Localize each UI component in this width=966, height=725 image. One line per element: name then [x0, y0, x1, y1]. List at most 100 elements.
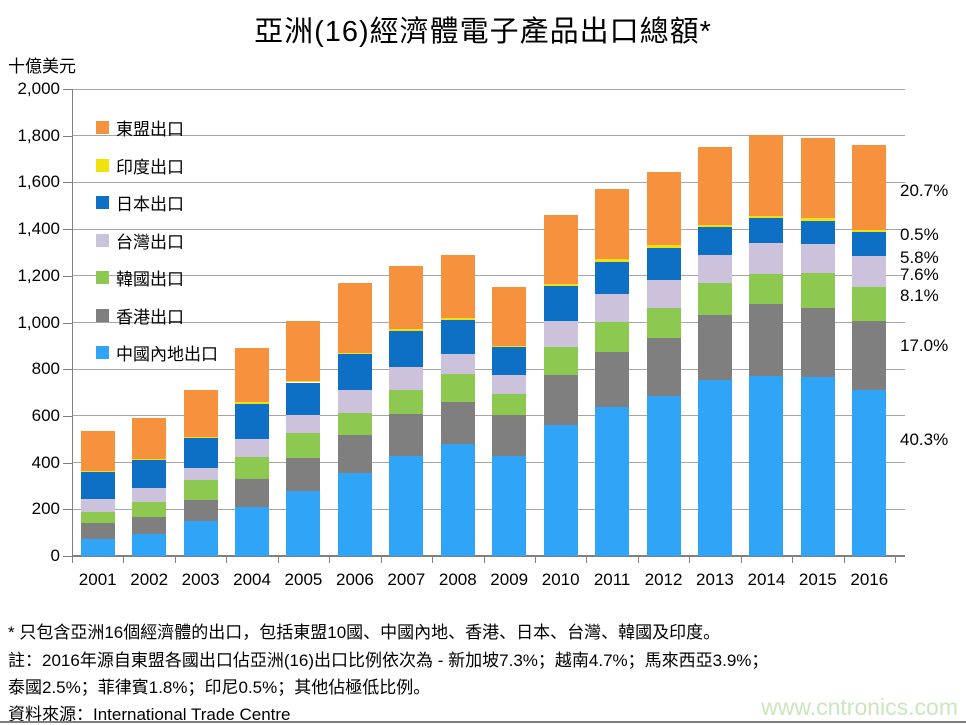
bar-segment-2009-中國內地出口: [492, 455, 527, 556]
bar-segment-2010-韓國出口: [543, 347, 578, 376]
bar-segment-2009-日本出口: [492, 347, 527, 376]
legend-item-台灣出口: 台灣出口: [96, 228, 184, 253]
x-tick-label-2001: 2001: [78, 570, 117, 589]
bar-segment-2008-東盟出口: [440, 254, 475, 318]
x-tick-mark-2: [174, 556, 176, 563]
bar-segment-2012-韓國出口: [646, 308, 681, 339]
bar-segment-2005-東盟出口: [286, 320, 321, 382]
bar-segment-2009-韓國出口: [492, 394, 527, 416]
y-tick-mark-800: [63, 369, 72, 371]
bar-segment-2011-台灣出口: [595, 293, 630, 323]
legend-item-中國內地出口: 中國內地出口: [96, 340, 218, 365]
bar-segment-2015-東盟出口: [800, 138, 835, 219]
bar-segment-2004-東盟出口: [235, 348, 270, 403]
bar-segment-2005-韓國出口: [286, 432, 321, 458]
x-tick-label-2008: 2008: [438, 570, 477, 589]
x-tick-mark-16: [895, 556, 896, 563]
legend-item-香港出口: 香港出口: [96, 303, 184, 328]
x-tick-mark-1: [123, 556, 125, 563]
gridline-400: [72, 462, 905, 464]
x-tick-label-2006: 2006: [335, 570, 374, 589]
bar-segment-2008-日本出口: [440, 319, 475, 354]
y-tick-label-1800: 1,800: [17, 125, 60, 145]
bar-segment-2001-日本出口: [80, 471, 115, 499]
x-tick-label-2007: 2007: [387, 570, 426, 589]
bar-segment-2002-香港出口: [132, 516, 167, 535]
x-tick-mark-7: [432, 556, 434, 563]
bottom-divider: [0, 721, 966, 723]
bar-segment-2002-台灣出口: [132, 488, 167, 503]
bar-segment-2013-香港出口: [697, 315, 732, 380]
x-tick-mark-8: [483, 556, 485, 563]
y-tick-mark-1400: [63, 229, 72, 231]
bar-segment-2003-日本出口: [183, 437, 218, 468]
bar-segment-2012-台灣出口: [646, 280, 681, 309]
bar-segment-2015-印度出口: [800, 218, 835, 221]
bar-segment-2014-韓國出口: [749, 273, 784, 305]
legend-label-中國內地出口: 中國內地出口: [116, 345, 218, 364]
share-label-8.1%: 8.1%: [900, 286, 939, 305]
legend-label-東盟出口: 東盟出口: [116, 120, 184, 139]
bar-segment-2003-台灣出口: [183, 467, 218, 481]
bar-segment-2013-日本出口: [697, 227, 732, 256]
y-tick-mark-200: [63, 509, 72, 511]
bar-segment-2006-台灣出口: [337, 389, 372, 413]
bar-segment-2006-韓國出口: [337, 412, 372, 436]
bar-segment-2001-台灣出口: [80, 498, 115, 513]
bar-segment-2004-中國內地出口: [235, 507, 270, 556]
bar-segment-2009-印度出口: [492, 345, 527, 348]
bar-segment-2014-日本出口: [749, 218, 784, 244]
bar-segment-2016-印度出口: [852, 230, 887, 233]
bar-segment-2002-中國內地出口: [132, 534, 167, 556]
y-tick-label-200: 200: [31, 499, 60, 519]
footnote-asean-breakdown-1: 註：2016年源自東盟各國出口佔亞洲(16)出口比例依次為 - 新加坡7.3%；…: [8, 651, 769, 670]
legend-item-印度出口: 印度出口: [96, 153, 184, 178]
bar-segment-2011-印度出口: [595, 259, 630, 262]
bar-segment-2006-印度出口: [337, 352, 372, 354]
x-tick-mark-4: [277, 556, 279, 563]
y-tick-mark-1800: [63, 135, 72, 137]
x-tick-mark-5: [329, 556, 331, 563]
y-tick-label-1600: 1,600: [17, 172, 60, 192]
bar-segment-2012-香港出口: [646, 338, 681, 397]
gridline-600: [72, 415, 905, 417]
x-tick-mark-10: [586, 556, 588, 563]
bar-segment-2001-中國內地出口: [80, 538, 115, 556]
y-axis-line: [72, 89, 73, 563]
gridline-1000: [72, 322, 905, 323]
bar-segment-2014-印度出口: [749, 216, 784, 219]
y-tick-label-0: 0: [50, 546, 60, 565]
legend-label-香港出口: 香港出口: [116, 307, 184, 327]
watermark: www.cntronics.com: [761, 694, 958, 720]
bar-segment-2015-台灣出口: [800, 243, 835, 273]
x-tick-label-2003: 2003: [181, 570, 220, 589]
bar-segment-2016-日本出口: [852, 232, 887, 256]
bar-segment-2012-日本出口: [646, 247, 681, 281]
x-tick-label-2010: 2010: [541, 570, 580, 589]
bar-segment-2007-韓國出口: [389, 390, 424, 415]
bar-segment-2011-日本出口: [595, 261, 630, 294]
bar-segment-2013-東盟出口: [697, 146, 732, 225]
y-tick-label-1000: 1,000: [17, 312, 60, 332]
bar-segment-2011-香港出口: [595, 352, 630, 407]
x-tick-label-2004: 2004: [233, 570, 271, 589]
x-tick-label-2012: 2012: [644, 570, 683, 589]
x-tick-label-2016: 2016: [850, 570, 889, 589]
bar-segment-2009-香港出口: [492, 415, 527, 456]
bar-segment-2007-東盟出口: [389, 265, 424, 330]
share-label-40.3%: 40.3%: [900, 430, 949, 449]
bar-segment-2016-香港出口: [852, 320, 887, 391]
x-tick-label-2009: 2009: [490, 570, 529, 589]
bar-segment-2004-印度出口: [235, 402, 270, 404]
bar-segment-2015-中國內地出口: [800, 376, 835, 556]
bar-segment-2008-中國內地出口: [440, 443, 475, 556]
x-tick-label-2005: 2005: [284, 570, 323, 589]
share-label-5.8%: 5.8%: [900, 248, 939, 267]
x-tick-mark-3: [226, 556, 228, 563]
bar-segment-2007-台灣出口: [389, 367, 424, 391]
legend-swatch-中國內地出口: [96, 346, 109, 359]
bar-segment-2011-東盟出口: [595, 189, 630, 260]
bar-segment-2011-韓國出口: [595, 322, 630, 353]
bar-segment-2014-香港出口: [749, 304, 784, 376]
